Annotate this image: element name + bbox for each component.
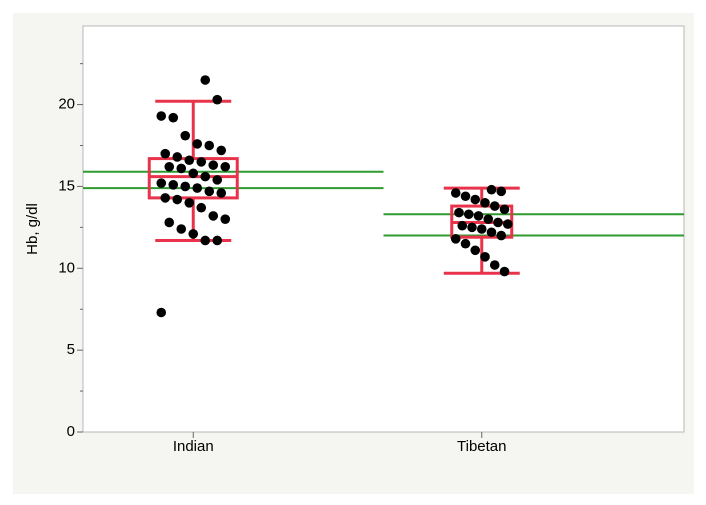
data-point [467, 222, 477, 233]
data-point [168, 112, 179, 123]
data-point [450, 188, 461, 198]
data-point [216, 145, 227, 156]
data-point [489, 260, 500, 270]
data-point [496, 186, 507, 197]
data-point [460, 238, 471, 249]
y-axis-label: Hb, g/dl [24, 203, 41, 255]
data-point [180, 130, 191, 141]
data-point [480, 198, 490, 208]
data-point [470, 194, 481, 205]
data-point [212, 175, 223, 185]
y-tick-label: 15 [58, 177, 75, 194]
data-point [208, 160, 219, 170]
data-point [200, 235, 211, 246]
data-point [188, 168, 199, 179]
data-point [212, 94, 223, 105]
data-point [196, 157, 207, 167]
data-point [489, 201, 500, 211]
data-point [156, 307, 167, 318]
data-point [473, 211, 484, 221]
x-tick-label: Indian [173, 438, 214, 455]
data-point [463, 209, 474, 220]
data-point [208, 211, 219, 221]
data-point [499, 266, 510, 277]
data-point [172, 194, 183, 205]
data-point [204, 140, 215, 151]
data-point [200, 75, 211, 85]
data-point [180, 181, 191, 192]
data-point [196, 202, 207, 213]
data-point [460, 191, 471, 202]
y-tick-label: 5 [67, 341, 75, 358]
data-point [192, 183, 203, 193]
data-point [156, 111, 167, 121]
data-point [486, 184, 497, 195]
data-point [204, 186, 215, 197]
data-point [164, 217, 175, 228]
data-point [454, 207, 464, 218]
data-point [212, 235, 223, 246]
data-point [156, 178, 167, 188]
data-point [184, 155, 195, 166]
data-point [184, 198, 195, 208]
data-point [480, 252, 490, 262]
data-point [188, 229, 199, 239]
data-point [502, 219, 513, 229]
data-point [216, 188, 227, 198]
data-point [160, 193, 171, 203]
data-point [493, 217, 503, 228]
data-point [476, 224, 487, 234]
data-point [486, 227, 497, 238]
data-point [172, 152, 183, 162]
data-point [168, 179, 179, 190]
data-point [176, 224, 187, 234]
x-tick-label: Tibetan [457, 438, 506, 455]
data-point [496, 230, 507, 241]
y-tick-label: 20 [58, 96, 75, 113]
y-tick-label: 10 [58, 259, 75, 276]
data-point [470, 245, 481, 256]
data-point [483, 214, 494, 224]
data-point [160, 148, 171, 159]
data-point [220, 161, 231, 172]
data-point [457, 220, 468, 231]
data-point [164, 161, 175, 172]
data-point [192, 139, 203, 149]
data-point [450, 234, 461, 244]
data-point [176, 163, 187, 174]
plot-area [82, 25, 685, 433]
y-tick-label: 0 [67, 423, 75, 440]
data-point [200, 171, 211, 182]
data-point [499, 204, 510, 215]
data-point [220, 214, 231, 224]
